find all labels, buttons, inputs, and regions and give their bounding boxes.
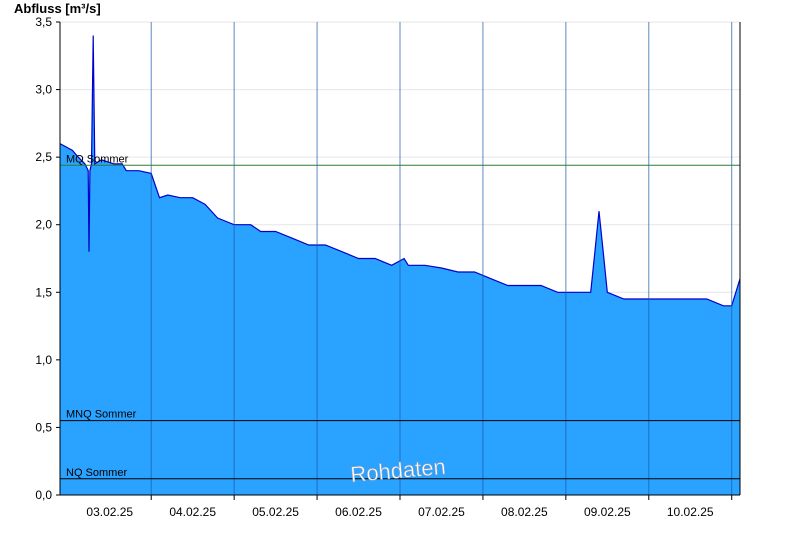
- x-tick-label: 09.02.25: [584, 505, 631, 519]
- reference-lines: MQ Sommer MNQ Sommer NQ Sommer: [60, 153, 740, 480]
- y-tick-label: 1,5: [35, 285, 52, 299]
- reference-line-label: MNQ Sommer: [66, 409, 137, 421]
- x-tick-label: 04.02.25: [169, 505, 216, 519]
- day-separator-lines: [150, 22, 733, 495]
- x-tick-labels: 03.02.25 04.02.25 05.02.25 06.02.25 07.02.25…: [86, 495, 733, 519]
- y-axis-label: Abfluss [m³/s]: [14, 1, 101, 16]
- x-tick-label: 06.02.25: [335, 505, 382, 519]
- y-tick-label: 2,0: [35, 218, 52, 232]
- y-tick-label: 3,5: [35, 15, 52, 29]
- series-line: [59, 35, 741, 307]
- y-tick-label: 3,0: [35, 83, 52, 97]
- y-tick-label: 2,5: [35, 150, 52, 164]
- y-tick-label: 1,0: [35, 353, 52, 367]
- y-tick-labels: 0,0 0,5 1,0 1,5 2,0 2,5 3,0 3,5: [35, 15, 60, 502]
- x-tick-label: 10.02.25: [667, 505, 714, 519]
- reference-line-label: MQ Sommer: [66, 153, 129, 165]
- x-tick-label: 05.02.25: [252, 505, 299, 519]
- reference-line-label: NQ Sommer: [66, 467, 127, 479]
- x-tick-label: 03.02.25: [86, 505, 133, 519]
- x-tick-label: 08.02.25: [501, 505, 548, 519]
- y-tick-label: 0,0: [35, 488, 52, 502]
- y-tick-label: 0,5: [35, 420, 52, 434]
- x-tick-label: 07.02.25: [418, 505, 465, 519]
